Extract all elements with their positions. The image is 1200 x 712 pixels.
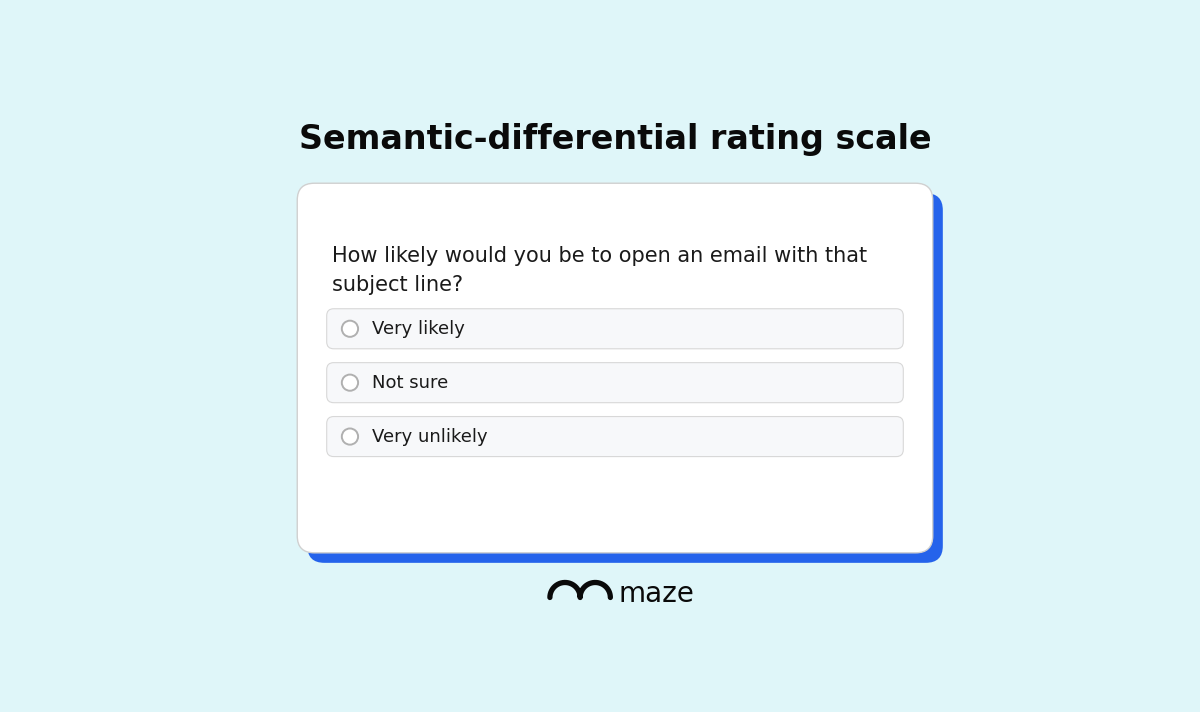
Circle shape bbox=[342, 320, 358, 337]
FancyBboxPatch shape bbox=[326, 362, 904, 403]
Text: Very unlikely: Very unlikely bbox=[372, 428, 487, 446]
FancyBboxPatch shape bbox=[326, 417, 904, 456]
FancyBboxPatch shape bbox=[307, 193, 943, 563]
Text: Very likely: Very likely bbox=[372, 320, 464, 337]
Text: How likely would you be to open an email with that
subject line?: How likely would you be to open an email… bbox=[332, 246, 868, 295]
FancyBboxPatch shape bbox=[326, 309, 904, 349]
Text: maze: maze bbox=[619, 580, 695, 607]
Text: Semantic-differential rating scale: Semantic-differential rating scale bbox=[299, 123, 931, 156]
Circle shape bbox=[342, 429, 358, 445]
Circle shape bbox=[342, 375, 358, 391]
FancyBboxPatch shape bbox=[298, 183, 932, 553]
Text: Not sure: Not sure bbox=[372, 374, 448, 392]
